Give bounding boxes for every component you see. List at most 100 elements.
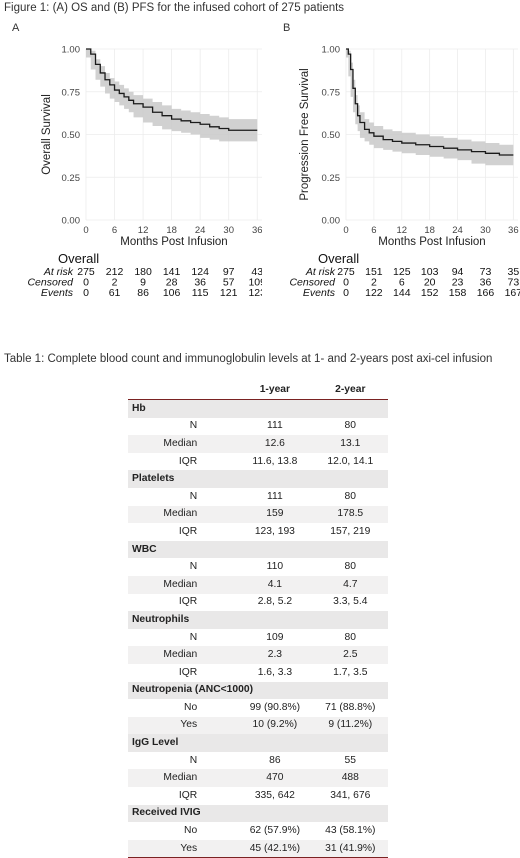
risk-cell: 73 — [508, 277, 520, 289]
header-blank — [128, 381, 238, 400]
group-label: Neutrophils — [128, 611, 388, 629]
table-row: No 62 (57.9%) 43 (58.1%) — [128, 822, 388, 840]
risk-cell: 0 — [343, 277, 349, 289]
cell-2-year: 80 — [344, 561, 357, 573]
risk-cell: 151 — [365, 266, 383, 278]
cell-2-year: 178.5 — [312, 505, 388, 524]
x-tick-label: 12 — [138, 225, 149, 236]
risk-cell: 115 — [192, 287, 209, 299]
x-tick-label: 30 — [480, 225, 491, 236]
y-tick-label: 0.00 — [62, 216, 81, 227]
panel-a-label: A — [12, 22, 20, 34]
risk-cell: 73 — [480, 266, 492, 278]
risk-cell: 141 — [163, 266, 181, 278]
row-label: No — [184, 825, 198, 837]
table-group-row: Hb — [128, 399, 388, 418]
risk-cell: 61 — [109, 287, 121, 299]
risk-cell: 144 — [393, 287, 411, 299]
risk-cell: 0 — [83, 287, 89, 299]
row-label: IQR — [178, 455, 198, 467]
table-row: Median 4.1 4.7 — [128, 575, 388, 594]
risk-row-label: Events — [41, 287, 74, 299]
risk-cell: 57 — [223, 277, 235, 289]
cell-2-year: 12.0, 14.1 — [327, 455, 374, 467]
risk-cell: 36 — [480, 277, 492, 289]
x-tick-label: 24 — [195, 225, 206, 236]
risk-cell: 158 — [449, 287, 467, 299]
cell-2-year: 80 — [344, 490, 357, 502]
risk-cell: 109 — [248, 277, 262, 289]
table-row: Median 2.3 2.5 — [128, 646, 388, 664]
risk-cell: 23 — [452, 277, 464, 289]
table-group-row: Platelets — [128, 470, 388, 488]
row-label: IQR — [178, 596, 198, 608]
table-row: Median 12.6 13.1 — [128, 435, 388, 453]
risk-cell: 180 — [134, 266, 152, 278]
risk-table-title: Overall — [318, 251, 359, 266]
x-axis-label: Months Post Infusion — [378, 236, 485, 248]
table-group-row: Neutropenia (ANC<1000) — [128, 681, 388, 700]
risk-cell: 35 — [508, 266, 520, 278]
table-row: IQR 335, 642 341, 676 — [128, 787, 388, 805]
cell-2-year: 13.1 — [312, 435, 388, 453]
group-label: Platelets — [128, 470, 388, 488]
x-tick-label: 0 — [343, 225, 348, 236]
cell-2-year: 341, 676 — [330, 789, 371, 801]
header-2-year: 2-year — [312, 381, 388, 400]
group-label: Received IVIG — [128, 804, 388, 823]
row-label: N — [189, 631, 198, 643]
y-axis-label: Progression Free Survival — [299, 68, 311, 200]
cell-1-year: 10 (9.2%) — [237, 716, 313, 735]
survival-curve — [86, 48, 258, 131]
cell-2-year: 157, 219 — [330, 525, 371, 537]
cell-1-year: 45 (42.1%) — [237, 839, 313, 858]
row-label: Median — [128, 646, 238, 664]
group-label: WBC — [128, 540, 388, 559]
risk-cell: 275 — [337, 266, 355, 278]
risk-cell: 166 — [477, 287, 495, 299]
table-row: IQR 123, 193 157, 219 — [128, 523, 388, 541]
cell-1-year: 111 — [267, 490, 283, 502]
x-tick-label: 24 — [452, 225, 463, 236]
group-label: Hb — [128, 399, 388, 418]
x-axis-label: Months Post Infusion — [120, 236, 227, 248]
risk-cell: 94 — [452, 266, 464, 278]
cell-2-year: 80 — [344, 631, 357, 643]
x-tick-label: 36 — [252, 225, 262, 236]
figure-title: Figure 1: (A) OS and (B) PFS for the inf… — [4, 2, 345, 14]
table-group-row: WBC — [128, 540, 388, 559]
risk-cell: 28 — [166, 277, 178, 289]
risk-cell: 275 — [77, 266, 95, 278]
row-label: No — [184, 701, 198, 713]
risk-cell: 6 — [399, 277, 405, 289]
risk-cell: 9 — [140, 277, 146, 289]
table-row: Median 159 178.5 — [128, 505, 388, 524]
row-label: IQR — [178, 666, 198, 678]
table-row: N 110 80 — [128, 558, 388, 576]
x-tick-label: 36 — [508, 225, 519, 236]
table-row: Median 470 488 — [128, 769, 388, 788]
table-row: IQR 1.6, 3.3 1.7, 3.5 — [128, 664, 388, 682]
risk-cell: 2 — [371, 277, 377, 289]
table-row: IQR 11.6, 13.8 12.0, 14.1 — [128, 453, 388, 471]
risk-cell: 123 — [248, 287, 262, 299]
group-label: IgG Level — [128, 734, 388, 752]
cell-1-year: 111 — [267, 420, 283, 432]
table-group-row: Neutrophils — [128, 611, 388, 629]
cell-2-year: 71 (88.8%) — [325, 701, 376, 713]
row-label: IQR — [178, 525, 198, 537]
cell-1-year: 123, 193 — [254, 525, 295, 537]
x-tick-label: 30 — [223, 225, 234, 236]
table-group-row: IgG Level — [128, 734, 388, 752]
x-tick-label: 18 — [166, 225, 177, 236]
y-tick-label: 0.50 — [62, 130, 81, 141]
table-row: No 99 (90.8%) 71 (88.8%) — [128, 699, 388, 717]
row-label: N — [189, 561, 198, 573]
risk-row-label: Censored — [27, 277, 74, 289]
cell-2-year: 4.7 — [312, 575, 388, 594]
row-label: Median — [128, 575, 238, 594]
table-row: Yes 10 (9.2%) 9 (11.2%) — [128, 716, 388, 735]
row-label: Median — [128, 435, 238, 453]
y-tick-label: 0.25 — [322, 173, 341, 184]
